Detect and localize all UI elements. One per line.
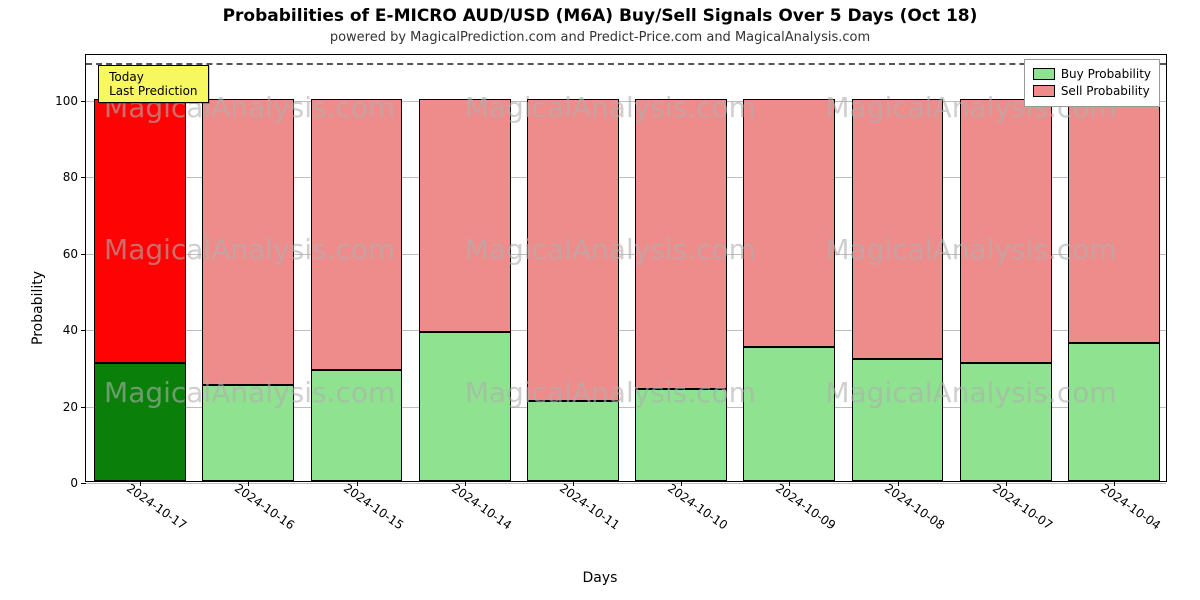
bar-group [1068, 55, 1160, 481]
today-annotation: Today Last Prediction [98, 65, 208, 103]
bar-sell [635, 99, 727, 389]
bar-group [311, 55, 403, 481]
bar-buy [419, 332, 511, 481]
bar-buy [743, 347, 835, 481]
xtick-mark [248, 481, 249, 486]
ytick-label: 100 [55, 94, 78, 108]
xtick-label: 2024-10-16 [232, 481, 297, 532]
legend-label-sell: Sell Probability [1061, 83, 1150, 100]
chart-title: Probabilities of E-MICRO AUD/USD (M6A) B… [0, 6, 1200, 26]
bar-sell [852, 99, 944, 359]
bar-group [743, 55, 835, 481]
xtick-mark [573, 481, 574, 486]
ytick-label: 40 [63, 323, 78, 337]
bar-buy [311, 370, 403, 481]
chart-container: Probabilities of E-MICRO AUD/USD (M6A) B… [0, 0, 1200, 600]
bar-buy [1068, 343, 1160, 481]
xtick-mark [465, 481, 466, 486]
xtick-label: 2024-10-17 [124, 481, 189, 532]
bar-group [94, 55, 186, 481]
legend-row-sell: Sell Probability [1033, 83, 1151, 100]
bar-sell [743, 99, 835, 347]
legend-swatch-sell [1033, 85, 1055, 97]
ytick-label: 0 [70, 476, 78, 490]
bar-buy [202, 385, 294, 481]
xtick-label: 2024-10-09 [773, 481, 838, 532]
xtick-label: 2024-10-08 [881, 481, 946, 532]
bar-group [852, 55, 944, 481]
xtick-label: 2024-10-10 [665, 481, 730, 532]
xtick-label: 2024-10-15 [340, 481, 405, 532]
xtick-label: 2024-10-04 [1098, 481, 1163, 532]
ytick-mark [81, 483, 86, 484]
xtick-mark [1114, 481, 1115, 486]
xtick-label: 2024-10-14 [449, 481, 514, 532]
bars-layer [86, 55, 1166, 481]
bar-buy [960, 363, 1052, 481]
bar-buy [94, 363, 186, 481]
legend-row-buy: Buy Probability [1033, 66, 1151, 83]
upper-limit-line [86, 63, 1166, 65]
xtick-label: 2024-10-11 [557, 481, 622, 532]
bar-sell [202, 99, 294, 386]
bar-sell [527, 99, 619, 401]
x-axis-label: Days [0, 570, 1200, 586]
xtick-label: 2024-10-07 [990, 481, 1055, 532]
ytick-label: 20 [63, 400, 78, 414]
today-annotation-line1: Today [109, 70, 197, 84]
bar-group [419, 55, 511, 481]
ytick-label: 60 [63, 247, 78, 261]
legend: Buy Probability Sell Probability [1024, 59, 1160, 107]
bar-buy [852, 359, 944, 481]
bar-group [635, 55, 727, 481]
bar-buy [527, 401, 619, 481]
bar-sell [960, 99, 1052, 363]
xtick-mark [357, 481, 358, 486]
legend-swatch-buy [1033, 68, 1055, 80]
today-annotation-line2: Last Prediction [109, 84, 197, 98]
plot-area: MagicalAnalysis.comMagicalAnalysis.comMa… [85, 54, 1167, 482]
bar-buy [635, 389, 727, 481]
bar-group [202, 55, 294, 481]
bar-sell [94, 99, 186, 363]
xtick-mark [1006, 481, 1007, 486]
bar-group [960, 55, 1052, 481]
xtick-mark [140, 481, 141, 486]
xtick-mark [681, 481, 682, 486]
y-axis-label: Probability [30, 271, 46, 345]
ytick-label: 80 [63, 170, 78, 184]
bar-sell [1068, 99, 1160, 344]
bar-sell [419, 99, 511, 332]
chart-subtitle: powered by MagicalPrediction.com and Pre… [0, 30, 1200, 45]
bar-group [527, 55, 619, 481]
legend-label-buy: Buy Probability [1061, 66, 1151, 83]
xtick-mark [789, 481, 790, 486]
bar-sell [311, 99, 403, 370]
xtick-mark [898, 481, 899, 486]
